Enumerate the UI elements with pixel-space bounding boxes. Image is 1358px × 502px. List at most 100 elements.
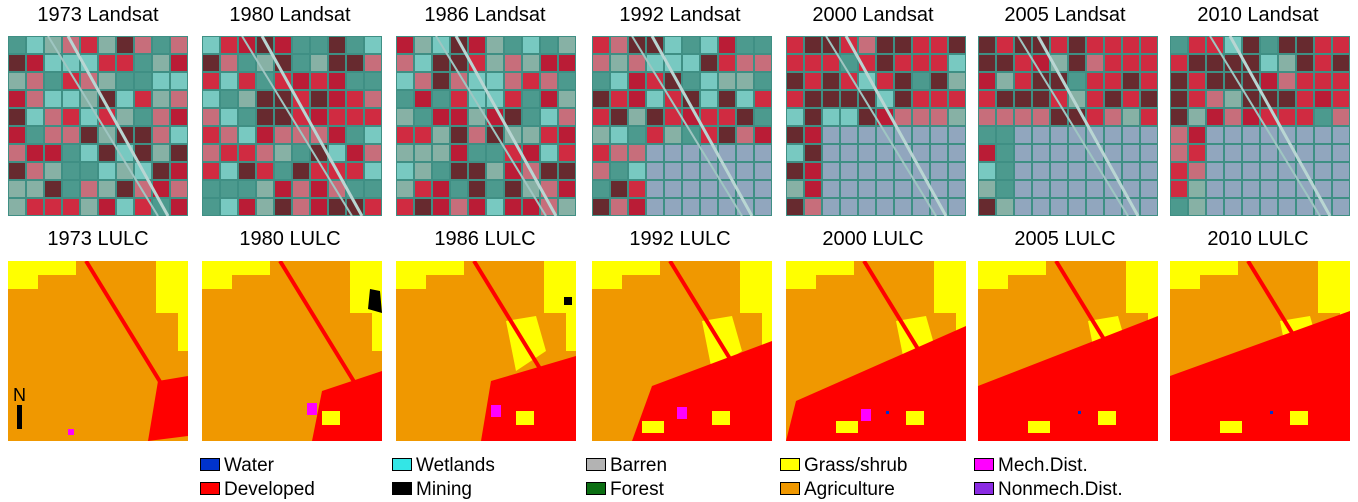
- landsat-field: [787, 37, 803, 53]
- landsat-field: [9, 37, 25, 53]
- lulc-grass-patch: [1028, 421, 1050, 433]
- lulc-grass-patch: [36, 261, 76, 275]
- landsat-field: [347, 145, 363, 161]
- landsat-field: [1051, 181, 1067, 197]
- landsat-canal: [631, 36, 743, 216]
- landsat-field: [979, 109, 995, 125]
- landsat-field: [1015, 127, 1031, 143]
- landsat-field: [365, 73, 381, 89]
- legend-item-mining: Mining: [392, 479, 472, 501]
- lulc-grass-patch: [544, 261, 576, 313]
- landsat-field: [1315, 91, 1331, 107]
- landsat-field: [913, 91, 929, 107]
- landsat-field: [135, 199, 151, 215]
- landsat-field: [931, 55, 947, 71]
- landsat-field: [27, 127, 43, 143]
- landsat-field: [841, 145, 857, 161]
- landsat-field: [329, 145, 345, 161]
- landsat-field: [737, 37, 753, 53]
- landsat-field: [1279, 55, 1295, 71]
- landsat-field: [701, 109, 717, 125]
- landsat-field: [203, 181, 219, 197]
- landsat-field: [611, 163, 627, 179]
- landsat-field: [27, 145, 43, 161]
- landsat-field: [99, 73, 115, 89]
- legend-swatch: [586, 482, 606, 496]
- landsat-field: [451, 127, 467, 143]
- landsat-field: [701, 181, 717, 197]
- landsat-field: [1243, 73, 1259, 89]
- landsat-field: [1297, 73, 1313, 89]
- landsat-field: [931, 91, 947, 107]
- lulc-grass-patch: [1220, 421, 1242, 433]
- landsat-field: [823, 109, 839, 125]
- landsat-field: [1069, 145, 1085, 161]
- landsat-field: [787, 109, 803, 125]
- landsat-field: [1261, 181, 1277, 197]
- lulc-map-1986: [396, 261, 576, 441]
- landsat-field: [979, 181, 995, 197]
- landsat-field: [275, 181, 291, 197]
- landsat-field: [153, 55, 169, 71]
- landsat-field: [1141, 181, 1157, 197]
- landsat-field: [117, 55, 133, 71]
- landsat-field: [311, 199, 327, 215]
- landsat-field: [487, 145, 503, 161]
- landsat-field: [787, 163, 803, 179]
- lulc-title-1973: 1973 LULC: [47, 228, 149, 250]
- landsat-field: [487, 199, 503, 215]
- landsat-field: [1123, 55, 1139, 71]
- lulc-grass-patch: [424, 261, 464, 275]
- landsat-road: [650, 36, 754, 216]
- landsat-field: [913, 37, 929, 53]
- landsat-field: [153, 181, 169, 197]
- landsat-field: [81, 37, 97, 53]
- landsat-field: [117, 73, 133, 89]
- landsat-field: [469, 163, 485, 179]
- landsat-field: [1105, 199, 1121, 215]
- landsat-field: [487, 73, 503, 89]
- landsat-field: [979, 55, 995, 71]
- landsat-field: [701, 199, 717, 215]
- landsat-field: [859, 127, 875, 143]
- landsat-field: [859, 145, 875, 161]
- landsat-road: [66, 36, 170, 216]
- landsat-field: [913, 199, 929, 215]
- legend-label: Water: [224, 455, 274, 476]
- landsat-field: [27, 199, 43, 215]
- landsat-field: [805, 127, 821, 143]
- landsat-field: [1069, 91, 1085, 107]
- landsat-field: [397, 37, 413, 53]
- landsat-field: [1243, 163, 1259, 179]
- landsat-field: [593, 91, 609, 107]
- landsat-field: [629, 73, 645, 89]
- landsat-canal: [1209, 36, 1321, 216]
- lulc-grass-patch: [814, 261, 854, 275]
- landsat-field: [1207, 181, 1223, 197]
- landsat-field: [1225, 181, 1241, 197]
- landsat-field: [203, 91, 219, 107]
- landsat-field: [1105, 127, 1121, 143]
- landsat-field: [1225, 163, 1241, 179]
- landsat-field: [559, 55, 575, 71]
- landsat-field: [1261, 145, 1277, 161]
- landsat-field: [365, 199, 381, 215]
- landsat-field: [293, 163, 309, 179]
- landsat-field: [1033, 127, 1049, 143]
- landsat-field: [505, 91, 521, 107]
- landsat-title-1980: 1980 Landsat: [229, 4, 351, 26]
- landsat-field: [1123, 127, 1139, 143]
- landsat-field: [239, 91, 255, 107]
- landsat-field: [239, 163, 255, 179]
- landsat-field: [541, 181, 557, 197]
- landsat-field: [1141, 163, 1157, 179]
- landsat-field: [365, 145, 381, 161]
- landsat-field: [1015, 91, 1031, 107]
- landsat-field: [1243, 127, 1259, 143]
- lulc-developed-area: [148, 376, 188, 441]
- landsat-field: [221, 181, 237, 197]
- landsat-field: [737, 145, 753, 161]
- landsat-field: [27, 37, 43, 53]
- landsat-field: [1069, 181, 1085, 197]
- landsat-field: [293, 55, 309, 71]
